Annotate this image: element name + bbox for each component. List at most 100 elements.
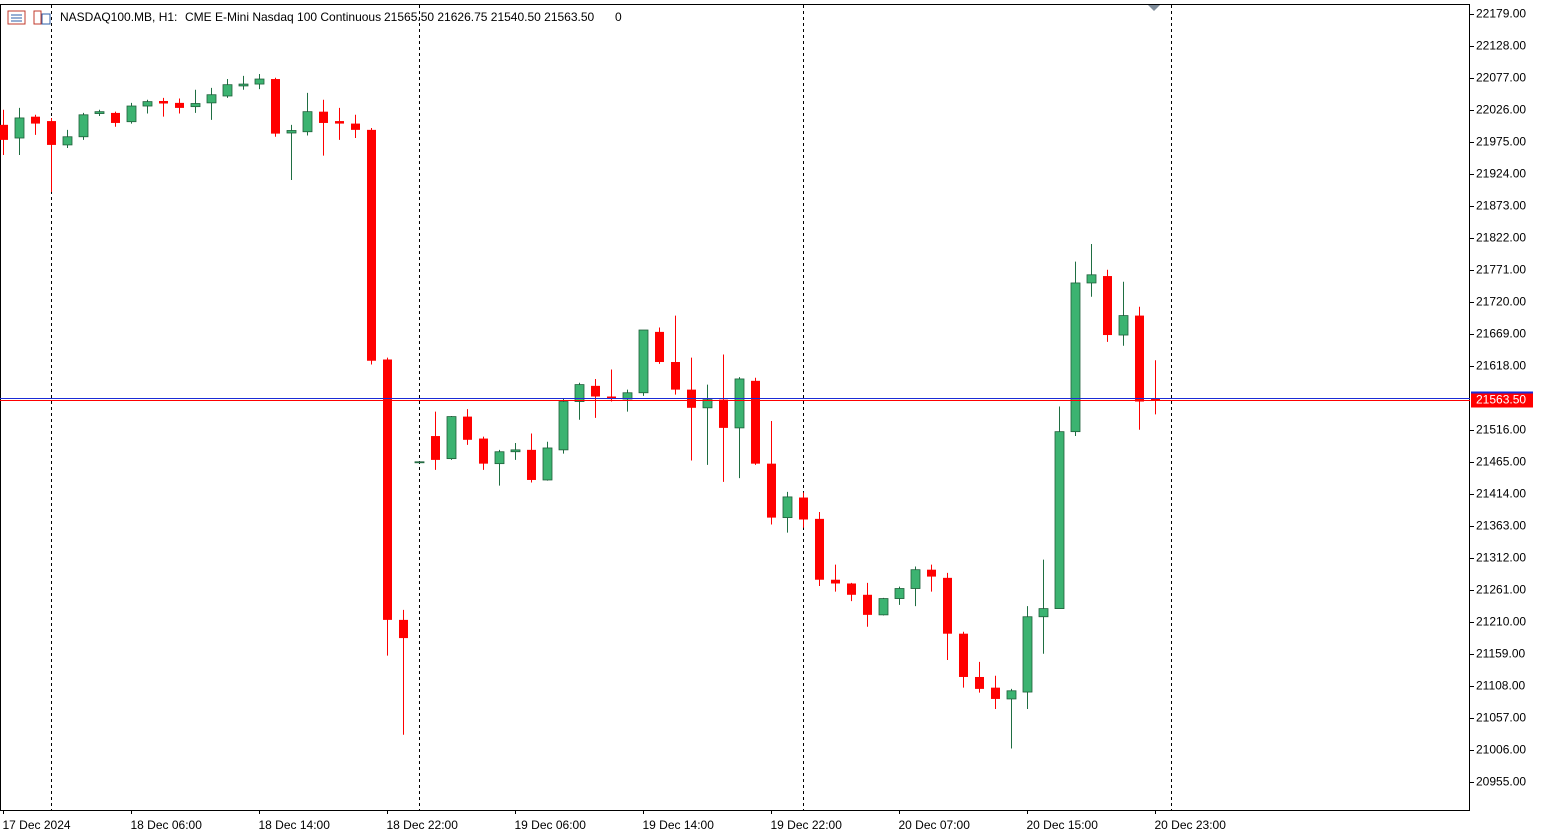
y-tick-label: 21924.00 [1476, 167, 1526, 181]
candle-body [47, 121, 56, 145]
candle-body [622, 392, 633, 400]
candle-body [351, 123, 360, 130]
candle-body [302, 111, 313, 133]
candle-body [558, 401, 569, 451]
y-tick-label: 21261.00 [1476, 583, 1526, 597]
x-tick-label: 20 Dec 23:00 [1155, 818, 1227, 832]
candle-body [62, 136, 73, 146]
y-tick-label: 20955.00 [1476, 775, 1526, 789]
y-tick-label: 21618.00 [1476, 359, 1526, 373]
candle-body [463, 416, 472, 440]
candles [0, 74, 1160, 749]
plot-frame [0, 4, 1470, 811]
volume-readout: 0 [615, 10, 622, 24]
candle-body [175, 102, 184, 108]
last-price-box [1471, 393, 1533, 408]
x-tick-label: 19 Dec 06:00 [515, 818, 587, 832]
candle-body [959, 633, 968, 677]
y-tick-label: 21312.00 [1476, 551, 1526, 565]
icon [33, 10, 42, 25]
candle-body [479, 438, 488, 464]
candle-body [383, 359, 392, 620]
x-tick-label: 19 Dec 22:00 [771, 818, 843, 832]
candle-body [126, 105, 137, 123]
candle-body [190, 103, 201, 108]
y-tick-label: 21975.00 [1476, 135, 1526, 149]
y-tick-label: 21414.00 [1476, 487, 1526, 501]
candle-body [719, 399, 728, 428]
candle-body [286, 130, 297, 134]
candle-body [878, 598, 889, 616]
x-tick-label: 20 Dec 15:00 [1027, 818, 1099, 832]
y-tick-label: 21210.00 [1476, 615, 1526, 629]
candle-body [94, 111, 105, 114]
y-tick-label: 21159.00 [1476, 647, 1525, 661]
candle-body [446, 416, 457, 460]
candle-body [399, 619, 408, 639]
toolbar-icons [7, 10, 51, 25]
y-tick-label: 22026.00 [1476, 103, 1526, 117]
candle-body [238, 83, 249, 87]
candle-body [910, 569, 921, 589]
y-tick-label: 22128.00 [1476, 39, 1526, 53]
y-tick-label: 21057.00 [1476, 711, 1526, 725]
candle-body [1006, 690, 1017, 700]
candle-body [751, 380, 760, 464]
candle-body [1086, 274, 1097, 284]
candle-body [863, 594, 872, 615]
y-tick-label: 21363.00 [1476, 519, 1526, 533]
y-tick-label: 21873.00 [1476, 199, 1526, 213]
candle-body [527, 449, 536, 480]
candle-body [655, 331, 664, 363]
candle-body [367, 129, 376, 361]
candle-body [14, 117, 25, 139]
last-price-box-top [1471, 391, 1533, 394]
candle-body [894, 588, 905, 599]
candle-body [638, 329, 649, 394]
y-tick-label: 21465.00 [1476, 455, 1526, 469]
candle-body [335, 121, 344, 124]
candle-body [542, 447, 553, 481]
candle-body [1135, 315, 1144, 402]
x-tick-label: 18 Dec 14:00 [259, 818, 331, 832]
y-tick-label: 21516.00 [1476, 423, 1526, 437]
candle-body [206, 94, 217, 104]
candle-body [607, 396, 616, 400]
candle-body [1151, 398, 1160, 400]
y-tick-label: 21108.00 [1476, 679, 1525, 693]
x-tick-label: 18 Dec 06:00 [131, 818, 203, 832]
candle-body [1054, 431, 1065, 609]
candle-body [142, 101, 153, 107]
candle-body [414, 461, 425, 464]
candle-body [782, 496, 793, 519]
shift-marker [1148, 5, 1160, 11]
candle-body [574, 384, 585, 402]
y-tick-label: 21771.00 [1476, 263, 1526, 277]
candle-body [1103, 276, 1112, 336]
candle-body [734, 378, 745, 429]
candle-body [222, 84, 233, 97]
ohlc-readout: 21565.50 21626.75 21540.50 21563.50 [384, 10, 595, 24]
candle-body [1070, 282, 1081, 433]
candle-body [111, 112, 120, 123]
candle-body [78, 114, 89, 138]
candle-body [991, 687, 1000, 699]
chart-subtitle: CME E-Mini Nasdaq 100 Continuous [185, 10, 381, 24]
candle-body [591, 385, 600, 397]
y-tick-label: 21822.00 [1476, 231, 1526, 245]
y-tick-label: 22077.00 [1476, 71, 1526, 85]
y-tick-label: 21669.00 [1476, 327, 1526, 341]
x-tick-label: 20 Dec 07:00 [899, 818, 971, 832]
candle-body [1022, 616, 1033, 693]
y-tick-label: 21720.00 [1476, 295, 1526, 309]
chart-title: NASDAQ100.MB, H1: [60, 10, 177, 24]
candle-body [510, 449, 521, 453]
candle-body [319, 111, 328, 123]
last-price-label: 21563.50 [1476, 393, 1526, 407]
candle-body [159, 100, 168, 104]
candle-body [1038, 608, 1049, 618]
candle-body [431, 436, 440, 460]
